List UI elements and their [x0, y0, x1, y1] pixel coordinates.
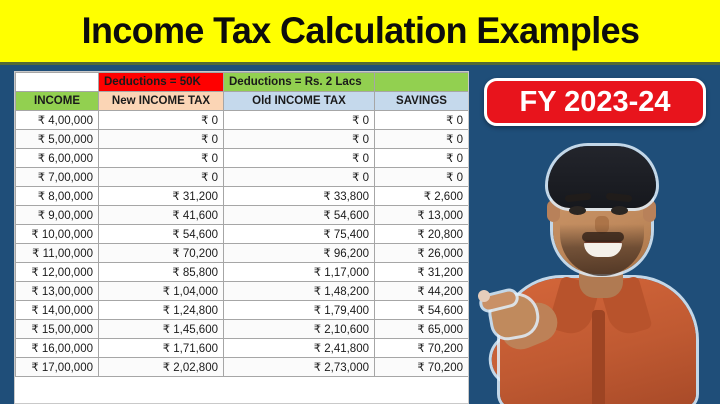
- cell-savings: ₹ 44,200: [374, 281, 468, 301]
- table-row: ₹ 10,00,000 ₹ 54,600 ₹ 75,400 ₹ 20,800: [15, 224, 468, 244]
- cell-old-tax: ₹ 1,17,000: [223, 262, 375, 282]
- title-banner: Income Tax Calculation Examples: [0, 0, 720, 62]
- cell-income: ₹ 14,00,000: [15, 300, 99, 320]
- cell-new-tax: ₹ 0: [98, 129, 224, 149]
- cell-new-tax: ₹ 0: [98, 110, 224, 130]
- cell-new-tax: ₹ 1,24,800: [98, 300, 224, 320]
- cell-savings: ₹ 70,200: [374, 357, 468, 377]
- column-header-old-tax: Old INCOME TAX: [223, 91, 375, 111]
- cell-old-tax: ₹ 2,41,800: [223, 338, 375, 358]
- cell-savings: ₹ 0: [374, 110, 468, 130]
- column-header-new-tax: New INCOME TAX: [98, 91, 224, 111]
- cell-savings: ₹ 20,800: [374, 224, 468, 244]
- banner-underline: [0, 62, 720, 65]
- cell-income: ₹ 16,00,000: [15, 338, 99, 358]
- cell-old-tax: ₹ 75,400: [223, 224, 375, 244]
- table-row: ₹ 4,00,000 ₹ 0 ₹ 0 ₹ 0: [15, 110, 468, 130]
- cell-old-tax: ₹ 0: [223, 110, 375, 130]
- table-row: ₹ 13,00,000 ₹ 1,04,000 ₹ 1,48,200 ₹ 44,200: [15, 281, 468, 301]
- table-row: ₹ 5,00,000 ₹ 0 ₹ 0 ₹ 0: [15, 129, 468, 149]
- presenter-ear-right: [643, 200, 656, 222]
- presenter-eye-right: [611, 206, 628, 215]
- cell-new-tax: ₹ 1,71,600: [98, 338, 224, 358]
- group-header-old-deductions: Deductions = Rs. 2 Lacs: [223, 72, 375, 92]
- column-header-savings: SAVINGS: [374, 91, 468, 111]
- cell-new-tax: ₹ 70,200: [98, 243, 224, 263]
- cell-income: ₹ 12,00,000: [15, 262, 99, 282]
- group-header-blank: [15, 72, 99, 92]
- fiscal-year-label: FY 2023-24: [519, 85, 671, 118]
- cell-old-tax: ₹ 2,10,600: [223, 319, 375, 339]
- cell-new-tax: ₹ 2,02,800: [98, 357, 224, 377]
- cell-new-tax: ₹ 54,600: [98, 224, 224, 244]
- cell-income: ₹ 6,00,000: [15, 148, 99, 168]
- cell-savings: ₹ 13,000: [374, 205, 468, 225]
- cell-income: ₹ 13,00,000: [15, 281, 99, 301]
- group-header-savings-pad: [374, 72, 468, 92]
- tax-comparison-table-container: Deductions = 50K Deductions = Rs. 2 Lacs…: [14, 71, 469, 404]
- cell-income: ₹ 9,00,000: [15, 205, 99, 225]
- cell-savings: ₹ 0: [374, 129, 468, 149]
- cell-new-tax: ₹ 1,04,000: [98, 281, 224, 301]
- table-row: ₹ 17,00,000 ₹ 2,02,800 ₹ 2,73,000 ₹ 70,200: [15, 357, 468, 377]
- group-header-new-deductions: Deductions = 50K: [98, 72, 224, 92]
- table-column-header-row: INCOME New INCOME TAX Old INCOME TAX SAV…: [15, 91, 468, 111]
- table-row: ₹ 14,00,000 ₹ 1,24,800 ₹ 1,79,400 ₹ 54,600: [15, 300, 468, 320]
- cell-income: ₹ 15,00,000: [15, 319, 99, 339]
- cell-new-tax: ₹ 85,800: [98, 262, 224, 282]
- cell-new-tax: ₹ 0: [98, 148, 224, 168]
- table-row: ₹ 12,00,000 ₹ 85,800 ₹ 1,17,000 ₹ 31,200: [15, 262, 468, 282]
- cell-savings: ₹ 2,600: [374, 186, 468, 206]
- cell-new-tax: ₹ 41,600: [98, 205, 224, 225]
- table-group-header-row: Deductions = 50K Deductions = Rs. 2 Lacs: [15, 72, 468, 92]
- cell-savings: ₹ 26,000: [374, 243, 468, 263]
- cell-new-tax: ₹ 0: [98, 167, 224, 187]
- column-header-income: INCOME: [15, 91, 99, 111]
- cell-savings: ₹ 65,000: [374, 319, 468, 339]
- table-row: ₹ 7,00,000 ₹ 0 ₹ 0 ₹ 0: [15, 167, 468, 187]
- presenter-eye-left: [569, 206, 586, 215]
- cell-old-tax: ₹ 0: [223, 129, 375, 149]
- cell-income: ₹ 5,00,000: [15, 129, 99, 149]
- cell-income: ₹ 4,00,000: [15, 110, 99, 130]
- cell-income: ₹ 11,00,000: [15, 243, 99, 263]
- table-row: ₹ 6,00,000 ₹ 0 ₹ 0 ₹ 0: [15, 148, 468, 168]
- cell-new-tax: ₹ 31,200: [98, 186, 224, 206]
- cell-old-tax: ₹ 2,73,000: [223, 357, 375, 377]
- table-row: ₹ 9,00,000 ₹ 41,600 ₹ 54,600 ₹ 13,000: [15, 205, 468, 225]
- table-row: ₹ 11,00,000 ₹ 70,200 ₹ 96,200 ₹ 26,000: [15, 243, 468, 263]
- fiscal-year-badge: FY 2023-24: [484, 78, 706, 126]
- table-row: ₹ 15,00,000 ₹ 1,45,600 ₹ 2,10,600 ₹ 65,000: [15, 319, 468, 339]
- presenter-mouth: [584, 240, 622, 257]
- cell-old-tax: ₹ 1,48,200: [223, 281, 375, 301]
- cell-savings: ₹ 0: [374, 167, 468, 187]
- presenter-photo: [476, 128, 720, 404]
- presenter-fingertip: [478, 290, 490, 302]
- cell-income: ₹ 17,00,000: [15, 357, 99, 377]
- cell-savings: ₹ 31,200: [374, 262, 468, 282]
- cell-old-tax: ₹ 0: [223, 148, 375, 168]
- cell-old-tax: ₹ 0: [223, 167, 375, 187]
- presenter-shirt-placket: [592, 310, 605, 404]
- cell-old-tax: ₹ 96,200: [223, 243, 375, 263]
- cell-new-tax: ₹ 1,45,600: [98, 319, 224, 339]
- cell-old-tax: ₹ 1,79,400: [223, 300, 375, 320]
- cell-savings: ₹ 70,200: [374, 338, 468, 358]
- presenter-mustache: [582, 232, 624, 242]
- table-row: ₹ 16,00,000 ₹ 1,71,600 ₹ 2,41,800 ₹ 70,200: [15, 338, 468, 358]
- cell-income: ₹ 8,00,000: [15, 186, 99, 206]
- cell-savings: ₹ 54,600: [374, 300, 468, 320]
- cell-savings: ₹ 0: [374, 148, 468, 168]
- tax-comparison-table: Deductions = 50K Deductions = Rs. 2 Lacs…: [15, 72, 468, 377]
- page-title: Income Tax Calculation Examples: [81, 10, 639, 51]
- presenter-ear-left: [547, 200, 560, 222]
- cell-income: ₹ 10,00,000: [15, 224, 99, 244]
- cell-old-tax: ₹ 33,800: [223, 186, 375, 206]
- cell-income: ₹ 7,00,000: [15, 167, 99, 187]
- table-row: ₹ 8,00,000 ₹ 31,200 ₹ 33,800 ₹ 2,600: [15, 186, 468, 206]
- cell-old-tax: ₹ 54,600: [223, 205, 375, 225]
